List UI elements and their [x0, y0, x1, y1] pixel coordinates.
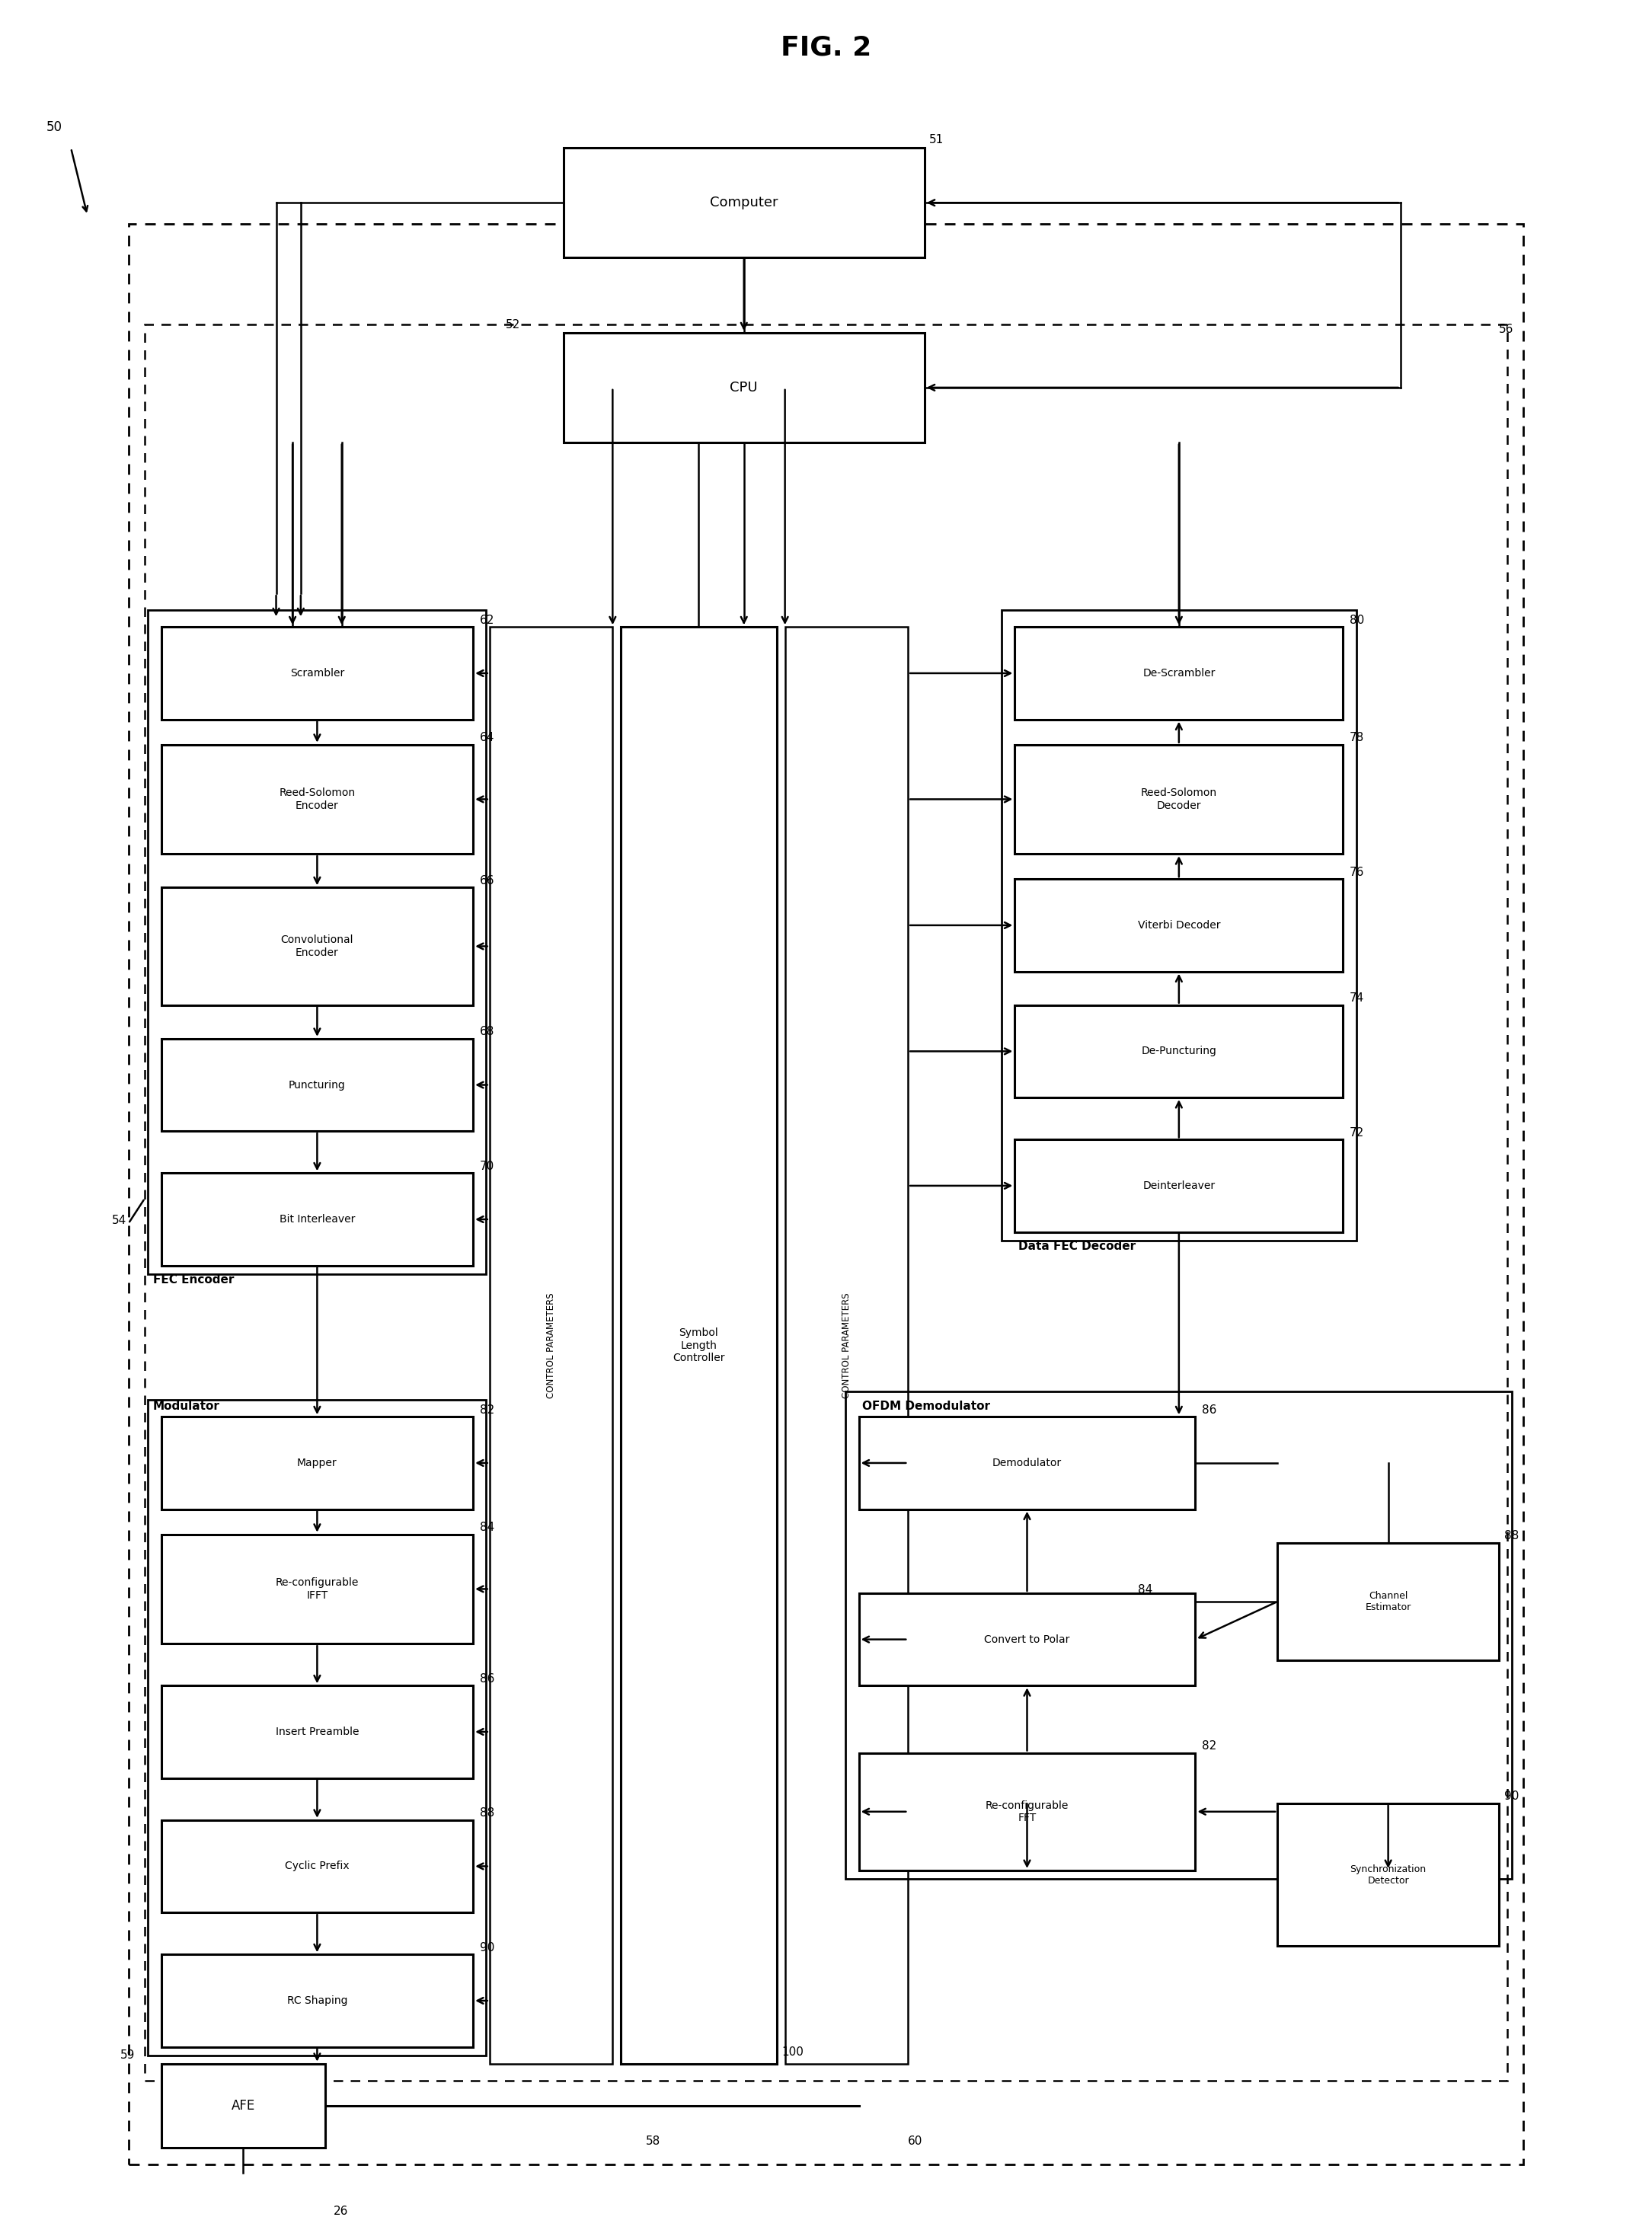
- Text: Computer: Computer: [710, 195, 778, 211]
- Text: Modulator: Modulator: [154, 1401, 220, 1412]
- Text: Symbol
Length
Controller: Symbol Length Controller: [672, 1328, 725, 1363]
- Text: Channel
Estimator: Channel Estimator: [1365, 1592, 1411, 1612]
- Text: 82: 82: [479, 1403, 494, 1417]
- Text: Reed-Solomon
Encoder: Reed-Solomon Encoder: [279, 787, 355, 811]
- Text: 84: 84: [1138, 1585, 1153, 1596]
- Bar: [1014, 1140, 1343, 1233]
- Text: 90: 90: [479, 1942, 494, 1953]
- Text: De-Scrambler: De-Scrambler: [1143, 667, 1216, 678]
- Text: 58: 58: [646, 2135, 661, 2146]
- Bar: [162, 1820, 472, 1913]
- Bar: [129, 224, 1523, 2164]
- Bar: [162, 887, 472, 1004]
- Text: Re-configurable
IFFT: Re-configurable IFFT: [276, 1579, 358, 1601]
- Bar: [1277, 1802, 1498, 1947]
- Bar: [846, 1392, 1512, 1878]
- Bar: [1014, 880, 1343, 971]
- Bar: [1001, 610, 1356, 1239]
- Text: 52: 52: [506, 319, 520, 330]
- Text: 59: 59: [121, 2049, 135, 2062]
- Bar: [1277, 1543, 1498, 1661]
- Text: FIG. 2: FIG. 2: [781, 33, 871, 60]
- Bar: [162, 745, 472, 854]
- Text: 76: 76: [1350, 867, 1365, 878]
- Bar: [149, 1399, 486, 2055]
- Bar: [162, 1040, 472, 1131]
- Text: 88: 88: [1503, 1530, 1518, 1541]
- Text: 51: 51: [930, 133, 943, 146]
- Text: RC Shaping: RC Shaping: [287, 1995, 347, 2006]
- Text: Synchronization
Detector: Synchronization Detector: [1350, 1864, 1426, 1884]
- Bar: [785, 627, 909, 2064]
- Text: Re-configurable
FFT: Re-configurable FFT: [986, 1800, 1069, 1822]
- Text: Deinterleaver: Deinterleaver: [1143, 1179, 1216, 1191]
- Text: CONTROL PARAMETERS: CONTROL PARAMETERS: [841, 1293, 851, 1399]
- Text: Reed-Solomon
Decoder: Reed-Solomon Decoder: [1142, 787, 1218, 811]
- Text: 66: 66: [479, 876, 494, 887]
- Text: Puncturing: Puncturing: [289, 1080, 345, 1091]
- Text: Scrambler: Scrambler: [291, 667, 344, 678]
- Bar: [162, 627, 472, 721]
- Text: Mapper: Mapper: [297, 1457, 337, 1468]
- Text: 86: 86: [479, 1674, 494, 1685]
- Bar: [162, 1534, 472, 1643]
- Bar: [489, 627, 613, 2064]
- Text: Demodulator: Demodulator: [993, 1457, 1062, 1468]
- Bar: [162, 1173, 472, 1266]
- Text: Bit Interleaver: Bit Interleaver: [279, 1215, 355, 1224]
- Text: 86: 86: [1203, 1403, 1216, 1417]
- Text: 80: 80: [1350, 614, 1365, 625]
- Text: CONTROL PARAMETERS: CONTROL PARAMETERS: [547, 1293, 557, 1399]
- Text: FEC Encoder: FEC Encoder: [154, 1275, 235, 1286]
- Text: Convert to Polar: Convert to Polar: [985, 1634, 1070, 1645]
- Bar: [859, 1594, 1196, 1685]
- Text: Cyclic Prefix: Cyclic Prefix: [284, 1860, 349, 1871]
- Bar: [149, 610, 486, 1275]
- Text: 100: 100: [781, 2046, 803, 2057]
- Bar: [621, 627, 776, 2064]
- Text: 68: 68: [479, 1026, 494, 1038]
- Text: CPU: CPU: [730, 381, 758, 395]
- Text: OFDM Demodulator: OFDM Demodulator: [862, 1401, 990, 1412]
- Bar: [1014, 745, 1343, 854]
- Bar: [162, 1685, 472, 1778]
- Bar: [563, 333, 925, 441]
- Bar: [162, 2064, 325, 2148]
- Text: Convolutional
Encoder: Convolutional Encoder: [281, 936, 354, 958]
- Bar: [162, 1955, 472, 2046]
- Text: 74: 74: [1350, 993, 1365, 1004]
- Text: 70: 70: [479, 1162, 494, 1173]
- Text: 62: 62: [479, 614, 494, 625]
- Bar: [1014, 627, 1343, 721]
- Text: AFE: AFE: [231, 2099, 254, 2113]
- Bar: [859, 1754, 1196, 1871]
- Bar: [1014, 1004, 1343, 1097]
- Text: De-Puncturing: De-Puncturing: [1142, 1046, 1216, 1058]
- Text: 88: 88: [479, 1807, 494, 1818]
- Text: 64: 64: [479, 732, 494, 743]
- Text: 72: 72: [1350, 1126, 1365, 1140]
- Text: 84: 84: [479, 1521, 494, 1534]
- Text: Data FEC Decoder: Data FEC Decoder: [1018, 1239, 1135, 1253]
- Bar: [563, 149, 925, 257]
- Bar: [145, 324, 1507, 2080]
- Text: 54: 54: [112, 1215, 127, 1226]
- Text: Insert Preamble: Insert Preamble: [276, 1727, 358, 1738]
- Text: 56: 56: [1498, 324, 1513, 335]
- Bar: [859, 1417, 1196, 1510]
- Bar: [162, 1417, 472, 1510]
- Text: 78: 78: [1350, 732, 1365, 743]
- Text: 50: 50: [46, 120, 63, 135]
- Text: Viterbi Decoder: Viterbi Decoder: [1138, 920, 1221, 931]
- Text: 60: 60: [909, 2135, 923, 2146]
- Text: 82: 82: [1203, 1740, 1216, 1751]
- Text: 90: 90: [1503, 1791, 1518, 1802]
- Text: 26: 26: [334, 2206, 349, 2217]
